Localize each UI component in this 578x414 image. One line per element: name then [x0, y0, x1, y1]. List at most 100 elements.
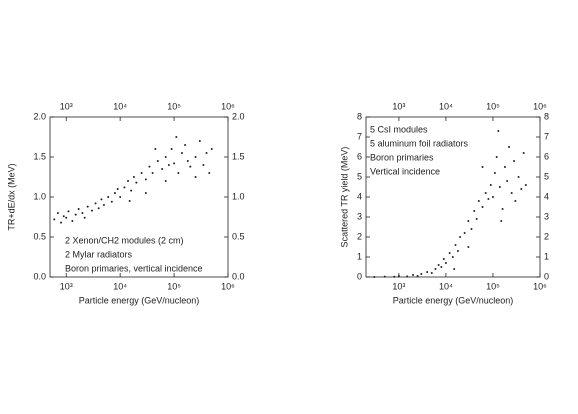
- x-tick-label-top: 10⁵: [486, 101, 500, 111]
- x-tick-label-top: 10⁵: [167, 101, 181, 111]
- point: [498, 186, 501, 188]
- y-tick-label-right: 8: [544, 111, 549, 121]
- point: [456, 250, 459, 252]
- point: [470, 228, 473, 230]
- annotation: 2 Xenon/CH2 modules (2 cm): [65, 235, 184, 245]
- y-tick-label: 2.0: [33, 111, 46, 121]
- point: [53, 218, 56, 221]
- y-tick-label: 1.5: [33, 151, 46, 161]
- y-tick-label: 6: [357, 151, 362, 161]
- point: [140, 172, 143, 174]
- point: [81, 212, 84, 214]
- y-tick-label: 3: [357, 211, 362, 221]
- y-tick-label: 8: [357, 111, 362, 121]
- point: [110, 200, 113, 203]
- point: [477, 200, 480, 202]
- point: [132, 176, 135, 178]
- point: [406, 275, 409, 278]
- point: [506, 180, 509, 182]
- point: [448, 252, 451, 254]
- point: [517, 176, 520, 178]
- point: [453, 268, 456, 270]
- point: [116, 188, 119, 190]
- point: [510, 192, 513, 194]
- point: [491, 196, 494, 198]
- x-tick-label: 10⁴: [439, 281, 453, 291]
- y-tick-label: 1.0: [33, 191, 46, 201]
- x-tick-label-top: 10³: [392, 101, 405, 111]
- point: [173, 162, 176, 165]
- y-tick-label: 7: [357, 131, 362, 141]
- y-axis-label: TR+dE/dx (MeV): [6, 163, 16, 230]
- point: [123, 186, 126, 189]
- y-tick-label-right: 1.0: [232, 191, 245, 201]
- point: [56, 212, 59, 214]
- point: [113, 192, 116, 194]
- point: [520, 188, 523, 190]
- point: [194, 176, 197, 178]
- point: [416, 275, 419, 277]
- y-tick-label-right: 2: [544, 231, 549, 241]
- x-tick-label-top: 10⁴: [439, 101, 453, 111]
- point: [180, 152, 183, 154]
- point: [475, 218, 478, 220]
- y-tick-label: 0.5: [33, 231, 46, 241]
- point: [60, 221, 63, 224]
- point: [127, 180, 130, 182]
- point: [151, 172, 154, 174]
- y-tick-label: 1: [357, 251, 362, 261]
- point: [74, 213, 77, 216]
- point: [495, 156, 498, 158]
- y-tick-label-right: 4: [544, 191, 549, 201]
- point: [148, 165, 151, 168]
- point: [119, 196, 122, 198]
- x-tick-label: 10⁵: [486, 281, 500, 291]
- point: [167, 164, 170, 166]
- point: [467, 246, 470, 248]
- point: [430, 272, 433, 274]
- point: [186, 160, 189, 162]
- point: [175, 136, 178, 138]
- point: [522, 152, 525, 154]
- point: [130, 189, 133, 192]
- point: [208, 172, 211, 174]
- point: [164, 156, 167, 158]
- annotation: Boron primaries: [370, 152, 434, 162]
- x-tick-label: 10⁶: [533, 281, 547, 291]
- point: [373, 276, 376, 278]
- y-tick-label: 2: [357, 231, 362, 241]
- point: [514, 200, 517, 202]
- annotation: 5 aluminum foil radiators: [370, 138, 469, 148]
- x-tick-label: 10³: [60, 281, 73, 291]
- point: [102, 204, 105, 206]
- point: [83, 216, 86, 219]
- x-tick-label: 10⁴: [113, 281, 127, 291]
- y-tick-label: 5: [357, 171, 362, 181]
- point: [189, 165, 192, 168]
- x-tick-label-top: 10⁶: [221, 101, 235, 111]
- point: [437, 264, 440, 266]
- point: [97, 207, 100, 210]
- point: [489, 184, 492, 186]
- y-tick-label-right: 1: [544, 251, 549, 261]
- y-tick-label: 0.0: [33, 271, 46, 281]
- point: [144, 178, 147, 181]
- point: [497, 130, 500, 132]
- point: [156, 160, 159, 162]
- point: [444, 262, 447, 264]
- y-tick-label-right: 3: [544, 211, 549, 221]
- point: [501, 208, 504, 210]
- point: [440, 266, 443, 268]
- point: [512, 160, 515, 162]
- y-tick-label-right: 0: [544, 271, 549, 281]
- point: [383, 275, 386, 278]
- point: [210, 148, 213, 150]
- point: [71, 220, 74, 222]
- point: [62, 215, 65, 218]
- point: [503, 166, 506, 168]
- annotation: 5 CsI modules: [370, 124, 428, 134]
- point: [205, 152, 208, 154]
- point: [451, 256, 454, 258]
- point: [481, 206, 484, 208]
- annotation: Boron primaries, vertical incidence: [65, 263, 203, 273]
